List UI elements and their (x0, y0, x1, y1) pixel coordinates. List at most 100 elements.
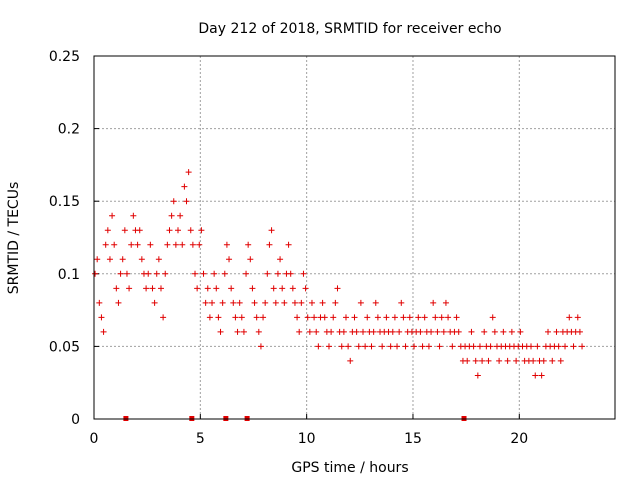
data-point (313, 328, 320, 335)
data-point (298, 299, 305, 306)
data-point (534, 343, 541, 350)
data-point (291, 299, 298, 306)
data-point (368, 343, 375, 350)
data-point (272, 299, 279, 306)
data-point (277, 256, 284, 263)
x-tick-label: 0 (90, 431, 99, 447)
y-tick-label: 0.25 (49, 49, 80, 65)
data-point (532, 372, 539, 379)
data-point (226, 256, 233, 263)
x-axis-label: GPS time / hours (291, 460, 408, 476)
data-point (455, 328, 462, 335)
data-point (236, 299, 243, 306)
data-point (311, 314, 318, 321)
data-point (436, 343, 443, 350)
data-point (215, 314, 222, 321)
data-point (266, 241, 273, 248)
data-point (279, 285, 286, 292)
data-point (430, 299, 437, 306)
data-point (232, 314, 239, 321)
data-point (243, 270, 250, 277)
data-point (328, 328, 335, 335)
data-point (245, 241, 252, 248)
data-point (315, 343, 322, 350)
plot-frame (93, 55, 616, 420)
data-point (379, 343, 386, 350)
data-point (555, 343, 562, 350)
data-point (138, 256, 145, 263)
data-point (362, 343, 369, 350)
data-points (92, 169, 586, 379)
data-point (202, 299, 209, 306)
x-tick-label: 5 (196, 431, 205, 447)
data-point (374, 314, 381, 321)
y-tick-label: 0.2 (58, 122, 80, 138)
data-point (432, 314, 439, 321)
data-point (113, 285, 120, 292)
data-point (453, 314, 460, 321)
data-point (217, 328, 224, 335)
data-point (470, 343, 477, 350)
data-point (187, 227, 194, 234)
data-point (200, 270, 207, 277)
data-point (557, 357, 564, 364)
data-point (204, 285, 211, 292)
data-point (387, 343, 394, 350)
data-point (302, 285, 309, 292)
y-tick-label: 0 (71, 412, 80, 428)
grid (94, 56, 615, 419)
data-point (162, 270, 169, 277)
data-point (94, 256, 101, 263)
data-point (442, 299, 449, 306)
data-point (230, 299, 237, 306)
data-point (289, 285, 296, 292)
data-point (540, 357, 547, 364)
data-point (487, 343, 494, 350)
data-point (421, 314, 428, 321)
data-point (228, 285, 235, 292)
data-point (342, 314, 349, 321)
data-point (100, 328, 107, 335)
data-point (504, 357, 511, 364)
data-point (481, 328, 488, 335)
data-point (174, 227, 181, 234)
data-point (517, 328, 524, 335)
data-point (300, 270, 307, 277)
data-point (360, 328, 367, 335)
data-point (194, 285, 201, 292)
data-point (183, 198, 190, 205)
data-point (370, 328, 377, 335)
data-point (334, 285, 341, 292)
data-point (287, 270, 294, 277)
data-point (391, 314, 398, 321)
data-point (285, 241, 292, 248)
data-point (134, 241, 141, 248)
data-point (496, 357, 503, 364)
data-point (149, 285, 156, 292)
chart-title: Day 212 of 2018, SRMTID for receiver ech… (198, 21, 501, 37)
data-point (353, 328, 360, 335)
data-point (538, 372, 545, 379)
data-point (177, 212, 184, 219)
data-point (209, 299, 216, 306)
data-point (491, 328, 498, 335)
data-point (155, 256, 162, 263)
data-point (351, 314, 358, 321)
data-point (566, 314, 573, 321)
data-point (449, 343, 456, 350)
data-point (321, 314, 328, 321)
data-point (513, 357, 520, 364)
data-point (445, 314, 452, 321)
data-point (223, 241, 230, 248)
data-point (485, 357, 492, 364)
data-point (332, 299, 339, 306)
data-point (196, 241, 203, 248)
data-point (185, 169, 192, 176)
data-point (396, 328, 403, 335)
data-point (364, 314, 371, 321)
data-point (143, 285, 150, 292)
data-point (192, 270, 199, 277)
y-tick-label: 0.15 (49, 194, 80, 210)
data-point (570, 343, 577, 350)
data-point (406, 314, 413, 321)
